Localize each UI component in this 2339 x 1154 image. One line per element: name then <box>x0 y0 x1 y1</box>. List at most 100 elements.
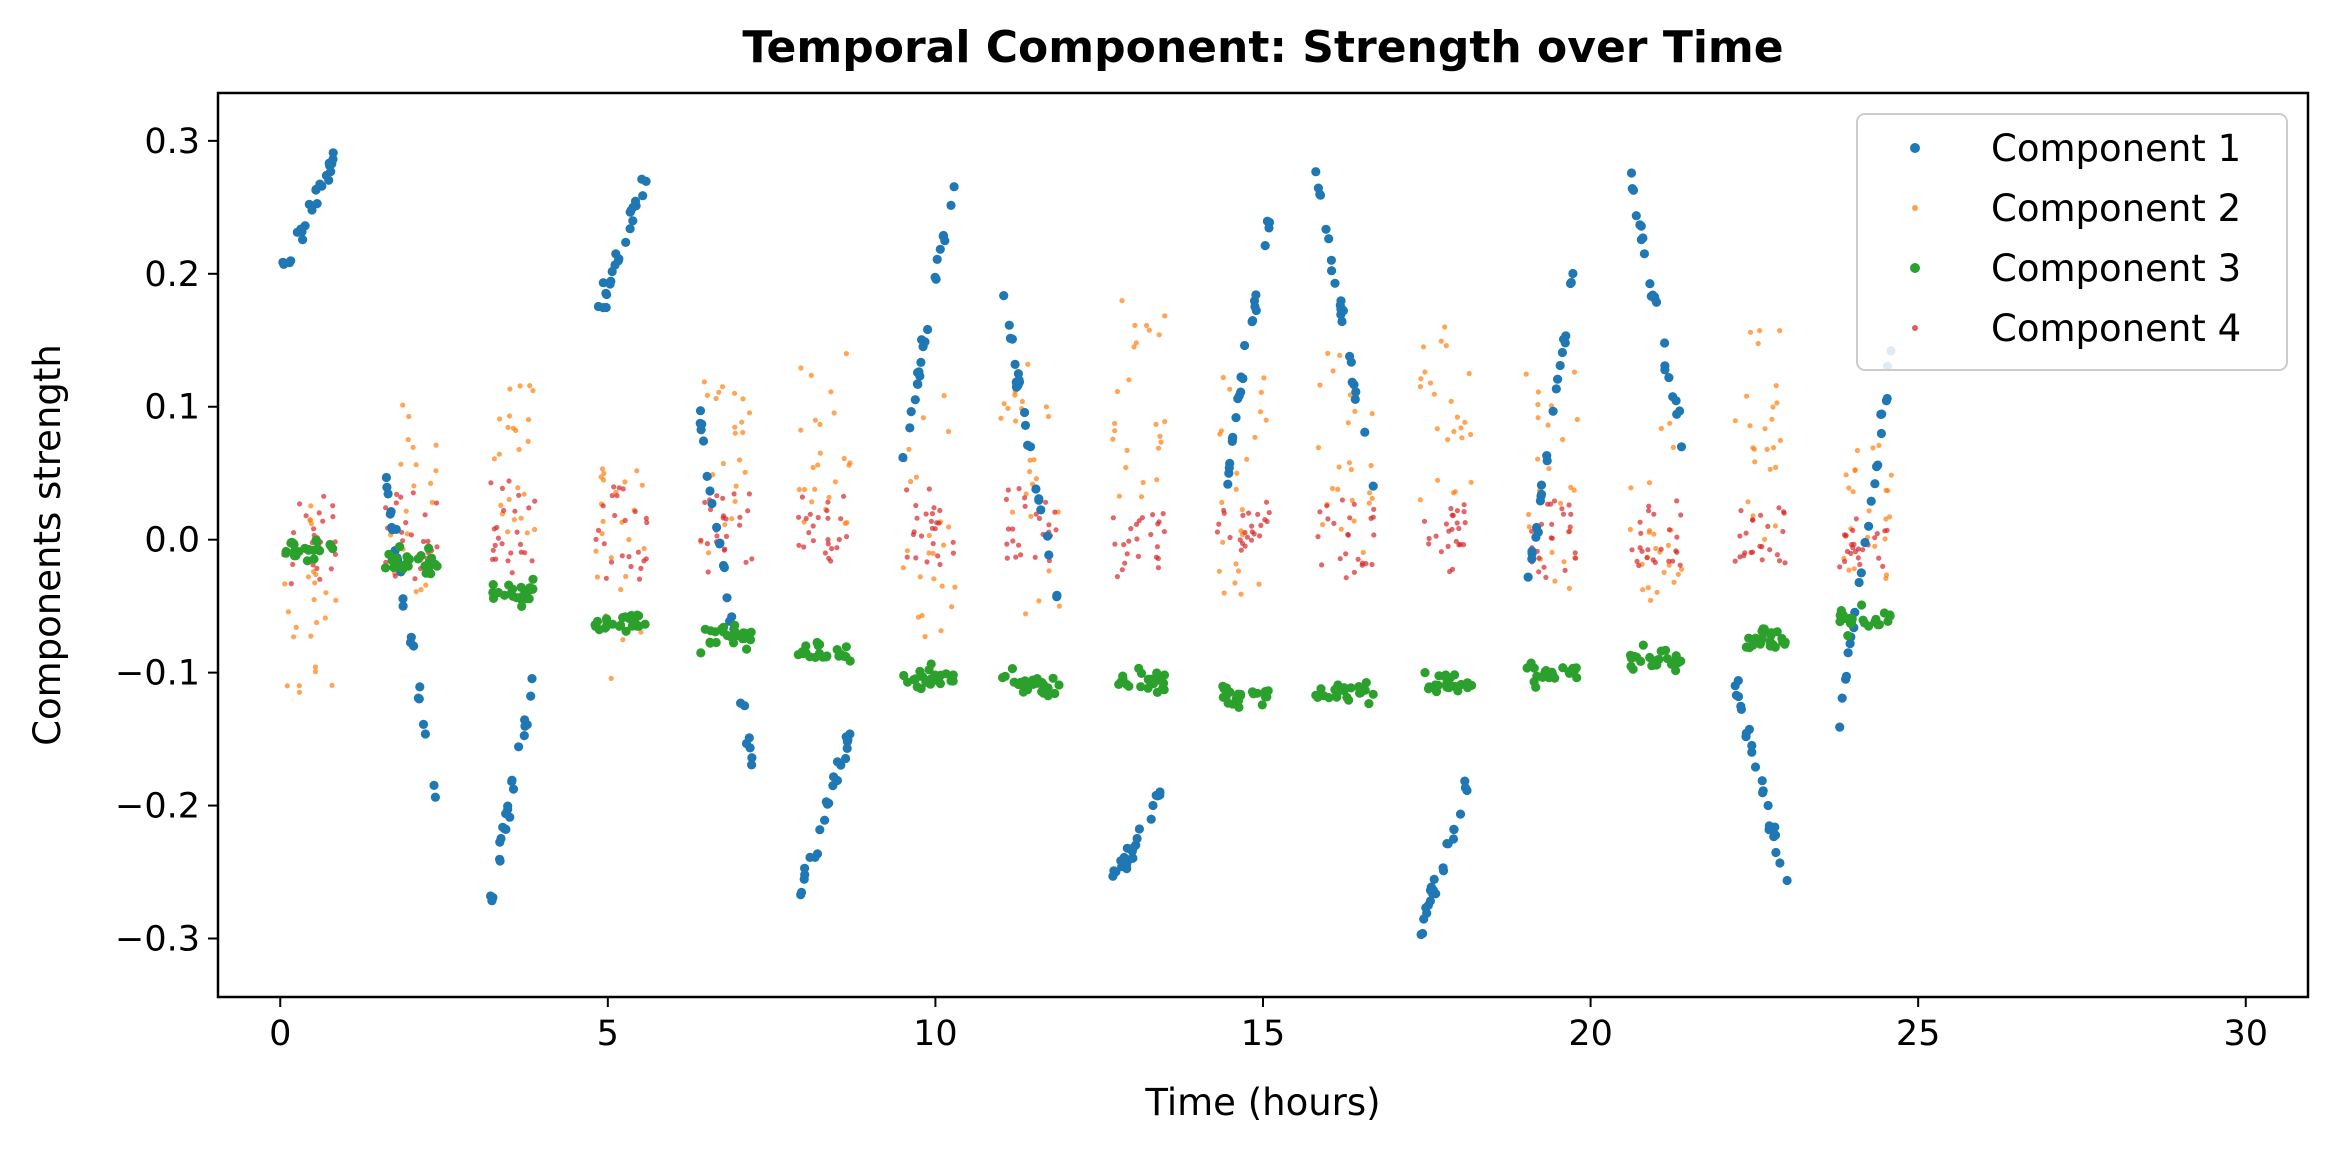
point-component-2 <box>1653 545 1659 552</box>
point-component-1 <box>1416 929 1426 940</box>
point-component-2 <box>922 634 928 640</box>
point-component-3 <box>1529 663 1539 673</box>
point-component-1 <box>932 254 942 264</box>
point-component-3 <box>717 624 727 634</box>
point-component-2 <box>1239 507 1245 513</box>
point-component-4 <box>810 538 817 544</box>
point-component-4 <box>1248 537 1255 543</box>
point-component-2 <box>1750 513 1756 519</box>
point-component-4 <box>425 538 431 545</box>
point-component-4 <box>1032 554 1038 560</box>
point-component-2 <box>1434 426 1440 432</box>
point-component-1 <box>1013 369 1024 379</box>
y-axis-ticks: −0.3 −0.2 −0.1 0.0 0.1 0.2 0.3 <box>115 122 218 960</box>
point-component-1 <box>1326 255 1336 265</box>
point-component-2 <box>308 503 314 509</box>
point-component-1 <box>1044 550 1054 560</box>
point-component-2 <box>1012 418 1019 424</box>
point-component-2 <box>1661 569 1667 576</box>
point-component-2 <box>1679 566 1685 572</box>
point-component-2 <box>906 446 912 452</box>
point-component-4 <box>950 539 956 545</box>
point-component-2 <box>1046 568 1052 574</box>
point-component-4 <box>1566 529 1572 535</box>
point-component-2 <box>713 395 719 402</box>
point-component-2 <box>931 576 937 582</box>
point-component-2 <box>1627 526 1633 533</box>
point-component-2 <box>941 542 947 548</box>
point-component-2 <box>1036 598 1042 604</box>
point-component-3 <box>1219 684 1229 694</box>
point-component-1 <box>1639 249 1649 259</box>
point-component-2 <box>1417 384 1423 390</box>
point-component-4 <box>1732 558 1738 564</box>
point-component-3 <box>389 562 399 573</box>
point-component-1 <box>1837 693 1847 703</box>
point-component-4 <box>721 547 727 553</box>
point-component-2 <box>1351 518 1357 524</box>
point-component-4 <box>1750 517 1756 523</box>
point-component-2 <box>285 609 291 615</box>
point-component-4 <box>746 491 753 497</box>
point-component-3 <box>1344 695 1354 705</box>
point-component-4 <box>516 492 522 498</box>
point-component-3 <box>325 539 335 550</box>
point-component-4 <box>810 523 816 529</box>
point-component-1 <box>930 272 940 282</box>
point-component-2 <box>732 424 738 430</box>
point-component-3 <box>805 652 815 662</box>
point-component-2 <box>1126 377 1132 383</box>
point-component-1 <box>1645 279 1655 289</box>
point-component-4 <box>904 554 910 560</box>
point-component-2 <box>1885 488 1891 494</box>
point-component-3 <box>1638 640 1648 650</box>
point-component-4 <box>291 530 297 536</box>
point-component-4 <box>1560 511 1567 517</box>
point-component-2 <box>1442 324 1448 330</box>
point-component-4 <box>1249 523 1255 529</box>
point-component-2 <box>1220 539 1226 545</box>
point-component-2 <box>1116 493 1122 499</box>
point-component-4 <box>1776 505 1782 511</box>
point-component-1 <box>747 760 757 770</box>
point-component-4 <box>1884 527 1890 533</box>
point-component-2 <box>1535 456 1541 462</box>
plot-frame <box>216 91 2310 999</box>
y-tick-label: 0.2 <box>144 255 200 295</box>
point-component-3 <box>421 568 431 578</box>
point-component-3 <box>1355 688 1365 698</box>
point-component-2 <box>423 582 429 588</box>
point-component-2 <box>626 537 632 543</box>
point-component-4 <box>317 576 323 582</box>
point-component-3 <box>1843 631 1853 641</box>
point-component-2 <box>1005 405 1011 411</box>
point-component-4 <box>1135 553 1141 560</box>
point-component-2 <box>742 469 748 475</box>
legend-marker-component-3 <box>1910 263 1920 273</box>
point-component-1 <box>1835 722 1845 732</box>
point-component-1 <box>1876 428 1886 439</box>
point-component-4 <box>320 518 326 524</box>
point-component-1 <box>625 224 635 234</box>
point-component-4 <box>297 501 303 507</box>
point-component-4 <box>1331 520 1337 527</box>
point-component-3 <box>841 642 851 652</box>
point-component-2 <box>518 515 524 521</box>
point-component-4 <box>1636 562 1642 569</box>
point-component-4 <box>410 490 416 496</box>
point-component-4 <box>1022 503 1028 509</box>
point-component-2 <box>639 482 645 488</box>
point-component-3 <box>1766 628 1777 638</box>
point-component-2 <box>593 548 599 554</box>
point-component-1 <box>1349 380 1359 390</box>
point-component-4 <box>600 503 606 509</box>
point-component-2 <box>1325 350 1331 356</box>
point-component-2 <box>1647 528 1653 534</box>
point-component-1 <box>800 863 810 873</box>
point-component-2 <box>1561 559 1567 565</box>
point-component-2 <box>812 486 818 492</box>
point-component-4 <box>928 518 935 525</box>
point-component-1 <box>429 780 439 791</box>
point-component-1 <box>796 887 807 898</box>
point-component-2 <box>1235 568 1242 574</box>
